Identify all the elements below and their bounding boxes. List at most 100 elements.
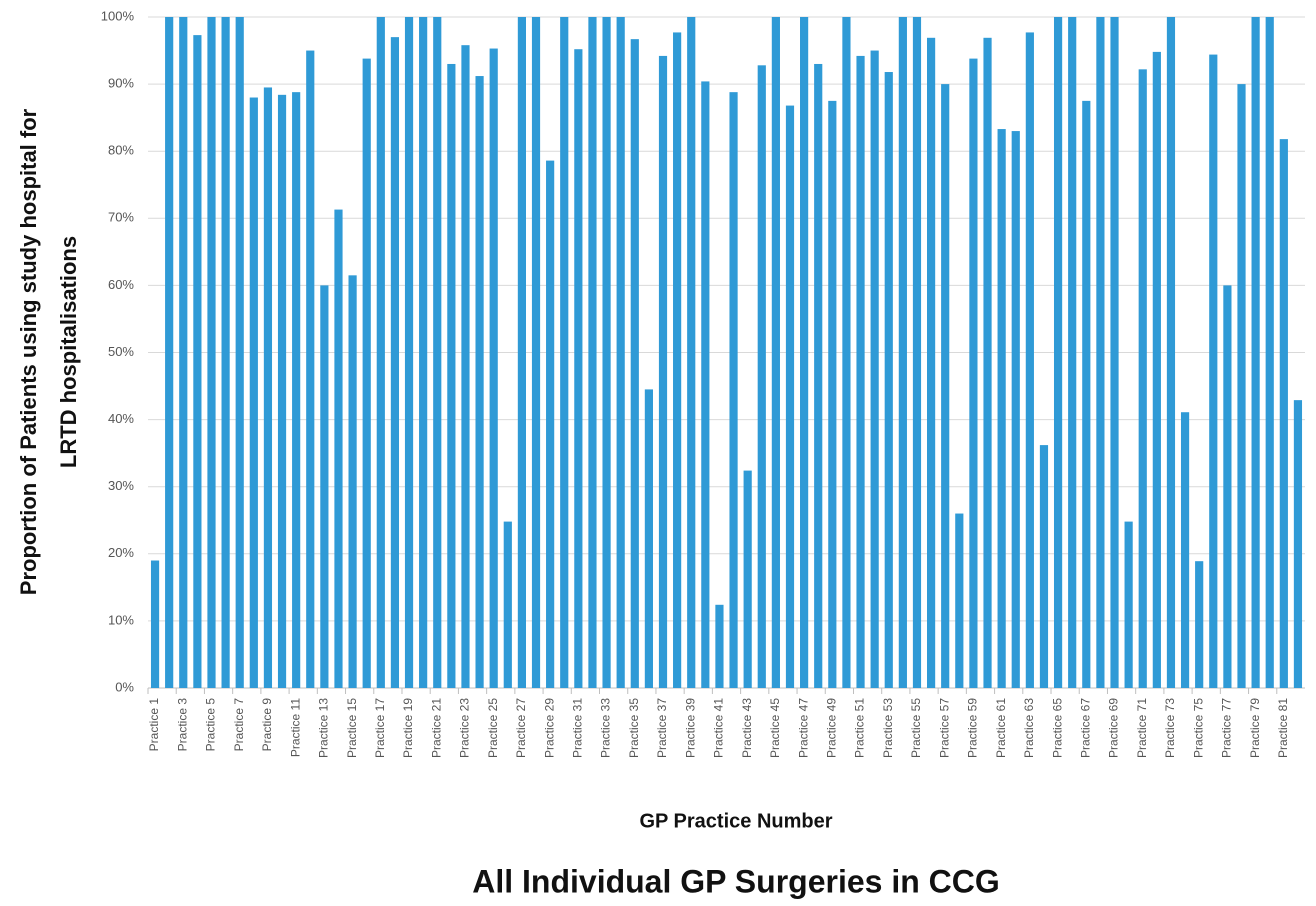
- bar: [1124, 521, 1133, 688]
- bar: [602, 17, 611, 688]
- bar: [870, 50, 879, 689]
- bar: [1068, 17, 1077, 688]
- x-axis-label: GP Practice Number: [639, 810, 832, 832]
- bar: [701, 81, 710, 688]
- x-tick-label: Practice 57: [937, 698, 951, 758]
- bar: [842, 17, 851, 688]
- bar: [390, 37, 400, 688]
- bar: [828, 100, 837, 688]
- y-tick-label: 20%: [108, 545, 134, 560]
- bar: [334, 209, 343, 688]
- bar: [926, 37, 936, 688]
- bar: [1152, 51, 1161, 689]
- bar: [433, 17, 442, 688]
- bar: [546, 160, 555, 688]
- bar: [856, 55, 865, 689]
- x-tick-label: Practice 29: [542, 698, 556, 758]
- bar: [517, 17, 527, 688]
- x-tick-label: Practice 73: [1163, 698, 1177, 758]
- x-tick-label: Practice 21: [429, 698, 443, 758]
- x-tick-label: Practice 59: [966, 698, 980, 758]
- bar: [531, 17, 541, 688]
- x-tick-label: Practice 51: [853, 698, 867, 758]
- y-axis-label: LRTD hospitalisations: [56, 236, 81, 468]
- bar: [447, 63, 456, 689]
- bar: [1025, 32, 1034, 689]
- bar: [277, 94, 287, 688]
- x-tick-label: Practice 5: [204, 698, 218, 752]
- bar: [673, 32, 682, 689]
- bar: [912, 17, 922, 688]
- y-axis-label: Proportion of Patients using study hospi…: [16, 108, 41, 595]
- bar: [1209, 54, 1218, 689]
- x-tick-label: Practice 37: [655, 698, 669, 758]
- bar: [292, 92, 301, 689]
- x-tick-label: Practice 3: [175, 698, 189, 752]
- x-tick-label: Practice 31: [571, 698, 585, 758]
- bar: [150, 560, 160, 688]
- y-tick-label: 50%: [108, 344, 134, 359]
- bar: [1293, 400, 1303, 688]
- bar: [362, 58, 371, 689]
- bar: [630, 39, 639, 688]
- x-tick-label: Practice 27: [514, 698, 528, 758]
- x-tick-label: Practice 15: [345, 698, 359, 758]
- x-tick-label: Practice 17: [373, 698, 387, 758]
- bar: [884, 72, 893, 689]
- x-tick-label: Practice 79: [1248, 698, 1262, 758]
- bar: [376, 17, 385, 688]
- bar: [560, 17, 569, 688]
- bar: [249, 97, 258, 688]
- bar: [955, 513, 964, 688]
- bar: [1011, 131, 1020, 688]
- bar: [616, 17, 625, 688]
- bar: [419, 17, 428, 688]
- bar: [941, 84, 950, 689]
- x-tick-label: Practice 55: [909, 698, 923, 758]
- y-tick-label: 10%: [108, 612, 134, 627]
- bar: [715, 604, 724, 688]
- bar: [800, 17, 809, 688]
- x-tick-label: Practice 49: [824, 698, 838, 758]
- y-tick-label: 70%: [108, 210, 134, 225]
- bar: [1279, 139, 1288, 688]
- bar: [1237, 84, 1246, 689]
- x-tick-label: Practice 43: [740, 698, 754, 758]
- bar: [263, 87, 273, 688]
- bar: [771, 17, 780, 688]
- bar: [1082, 100, 1091, 688]
- x-tick-label: Practice 67: [1078, 698, 1092, 758]
- x-tick-label: Practice 77: [1220, 698, 1234, 758]
- x-tick-label: Practice 13: [317, 698, 331, 758]
- bar: [503, 521, 512, 688]
- x-tick-label: Practice 41: [712, 698, 726, 758]
- bar: [461, 45, 470, 688]
- bar: [574, 49, 583, 688]
- x-tick-label: Practice 75: [1191, 698, 1205, 758]
- bar: [404, 17, 414, 688]
- x-tick-label: Practice 63: [1022, 698, 1036, 758]
- bar: [306, 50, 315, 689]
- bar: [235, 17, 244, 688]
- bar: [1053, 17, 1063, 688]
- x-tick-label: Practice 39: [683, 698, 697, 758]
- y-tick-label: 100%: [101, 8, 135, 23]
- bar: [221, 17, 230, 688]
- bar: [757, 65, 766, 688]
- bar: [1180, 412, 1190, 688]
- bar: [588, 17, 597, 688]
- x-tick-label: Practice 47: [796, 698, 810, 758]
- bar: [983, 37, 992, 688]
- y-tick-label: 40%: [108, 411, 134, 426]
- x-tick-label: Practice 45: [768, 698, 782, 758]
- x-tick-label: Practice 65: [1050, 698, 1064, 758]
- x-tick-label: Practice 69: [1107, 698, 1121, 758]
- bar: [1265, 17, 1274, 688]
- bar: [785, 105, 795, 688]
- x-tick-label: Practice 19: [401, 698, 415, 758]
- bar: [1166, 17, 1176, 688]
- bar: [687, 17, 696, 688]
- x-tick-label: Practice 35: [627, 698, 641, 758]
- bar: [1110, 17, 1119, 688]
